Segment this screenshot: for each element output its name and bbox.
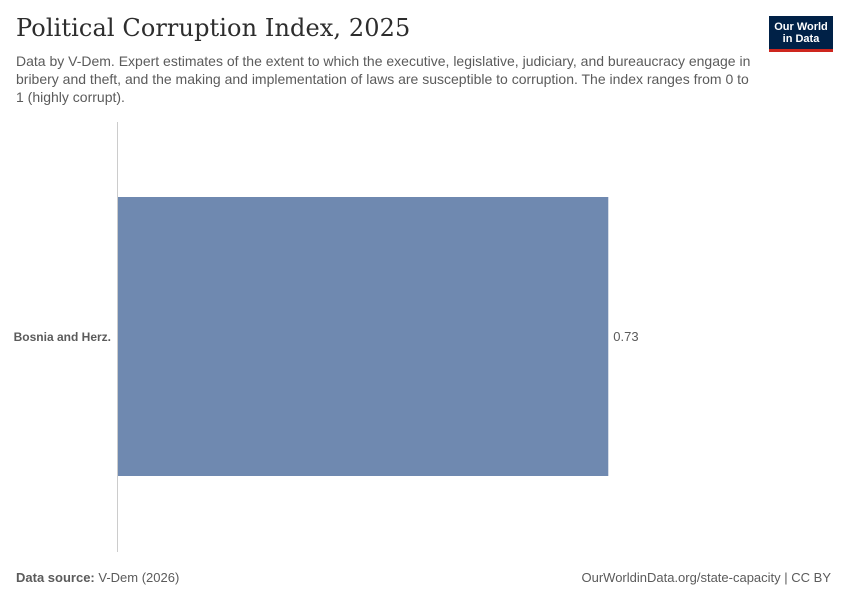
- value-label: 0.73: [613, 329, 638, 344]
- logo-line-1: Our World: [774, 21, 828, 33]
- plot-area: Bosnia and Herz. 0.73: [14, 122, 639, 552]
- logo-line-2: in Data: [782, 33, 820, 45]
- chart-title: Political Corruption Index, 2025: [16, 14, 411, 42]
- data-source-label: Data source:: [16, 570, 95, 585]
- bar[interactable]: [118, 197, 609, 476]
- chart-subtitle: Data by V-Dem. Expert estimates of the e…: [16, 53, 751, 105]
- data-source: Data source: V-Dem (2026): [16, 570, 179, 585]
- data-source-value: V-Dem (2026): [98, 570, 180, 585]
- source-link[interactable]: OurWorldinData.org/state-capacity | CC B…: [581, 570, 831, 585]
- category-label: Bosnia and Herz.: [14, 330, 111, 344]
- owid-logo[interactable]: Our World in Data: [769, 16, 833, 52]
